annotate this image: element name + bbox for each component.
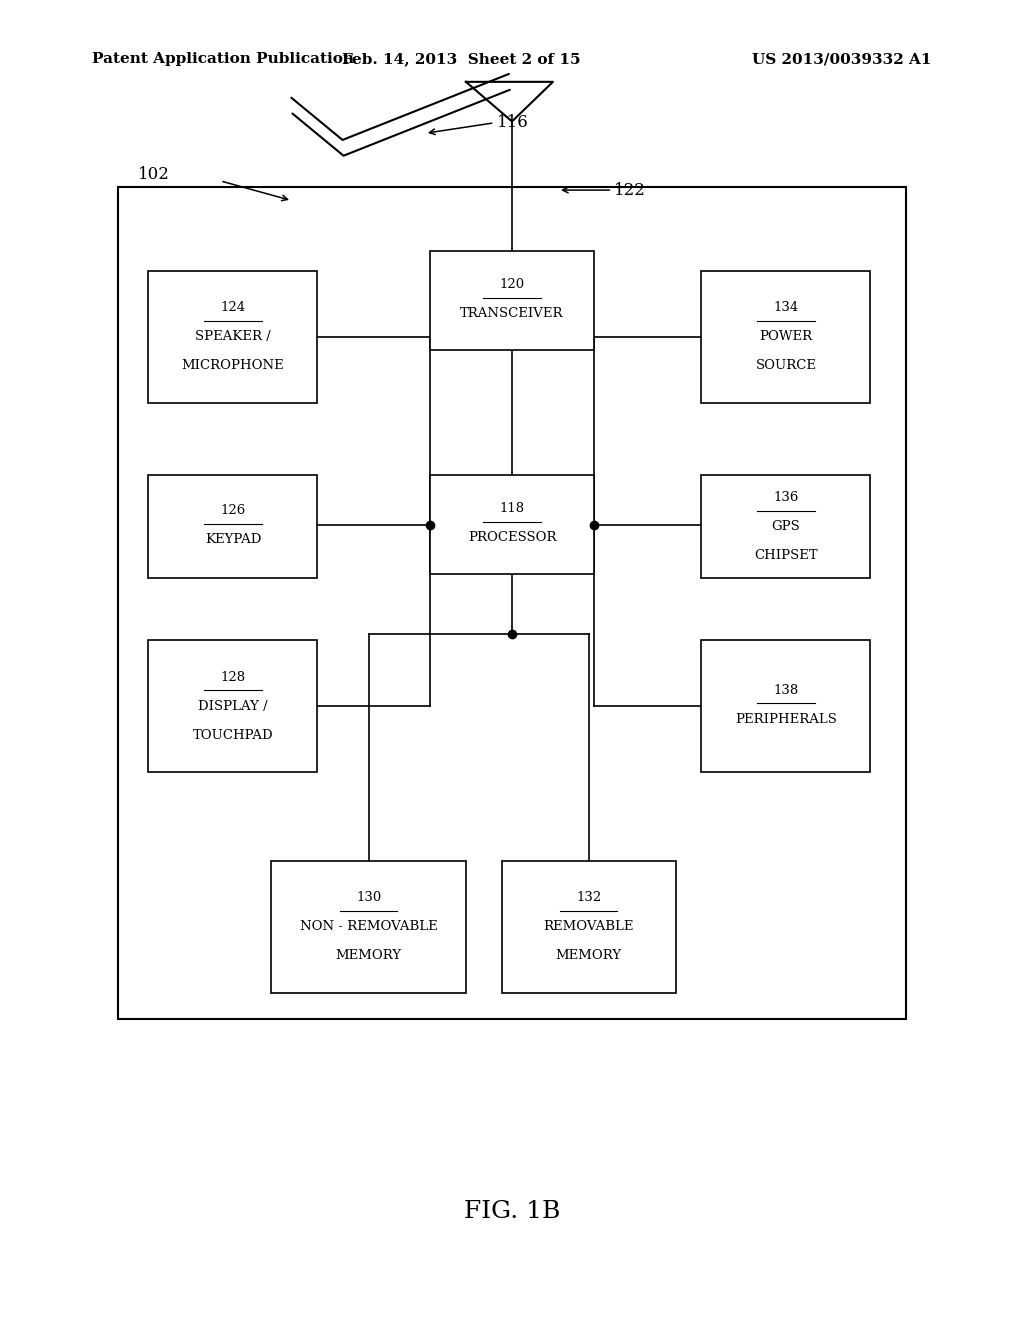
Text: 136: 136 (773, 491, 799, 504)
Bar (430, 251, 594, 350)
Bar (148, 271, 317, 403)
Text: Patent Application Publication: Patent Application Publication (92, 53, 354, 66)
Bar (701, 271, 870, 403)
Text: 138: 138 (773, 684, 799, 697)
Text: MEMORY: MEMORY (556, 949, 622, 962)
Text: 134: 134 (773, 301, 799, 314)
Text: DISPLAY /: DISPLAY / (199, 700, 267, 713)
Text: 128: 128 (220, 671, 246, 684)
Bar (148, 640, 317, 772)
Text: SPEAKER /: SPEAKER / (196, 330, 270, 343)
Bar (148, 475, 317, 578)
Text: 124: 124 (220, 301, 246, 314)
Text: POWER: POWER (760, 330, 812, 343)
Bar (271, 861, 466, 993)
Text: FIG. 1B: FIG. 1B (464, 1200, 560, 1224)
Bar (701, 475, 870, 578)
Text: TOUCHPAD: TOUCHPAD (193, 729, 273, 742)
Text: 126: 126 (220, 504, 246, 517)
Bar (118, 187, 906, 1019)
Text: US 2013/0039332 A1: US 2013/0039332 A1 (753, 53, 932, 66)
Text: PROCESSOR: PROCESSOR (468, 531, 556, 544)
Text: NON - REMOVABLE: NON - REMOVABLE (300, 920, 437, 933)
Text: KEYPAD: KEYPAD (205, 533, 261, 546)
Text: 102: 102 (138, 166, 170, 182)
Bar (430, 475, 594, 574)
Text: SOURCE: SOURCE (756, 359, 816, 372)
Text: TRANSCEIVER: TRANSCEIVER (460, 306, 564, 319)
Text: 120: 120 (500, 277, 524, 290)
Text: 118: 118 (500, 502, 524, 515)
Text: PERIPHERALS: PERIPHERALS (735, 713, 837, 726)
Text: 122: 122 (614, 182, 646, 198)
Bar (502, 861, 676, 993)
Text: MEMORY: MEMORY (336, 949, 401, 962)
Text: GPS: GPS (771, 520, 801, 533)
Text: CHIPSET: CHIPSET (754, 549, 818, 562)
Text: Feb. 14, 2013  Sheet 2 of 15: Feb. 14, 2013 Sheet 2 of 15 (342, 53, 580, 66)
Text: 116: 116 (497, 115, 528, 131)
Text: 130: 130 (356, 891, 381, 904)
Text: 132: 132 (577, 891, 601, 904)
Text: MICROPHONE: MICROPHONE (181, 359, 285, 372)
Bar (701, 640, 870, 772)
Text: REMOVABLE: REMOVABLE (544, 920, 634, 933)
